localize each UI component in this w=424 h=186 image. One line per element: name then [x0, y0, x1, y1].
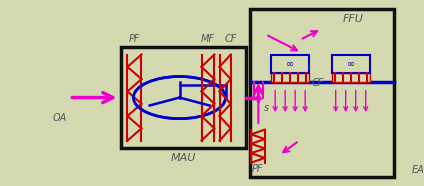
- Text: MAU: MAU: [171, 153, 196, 163]
- Bar: [271, 73, 309, 82]
- Text: OA: OA: [52, 113, 67, 123]
- Bar: [332, 54, 370, 73]
- Text: FFU: FFU: [343, 14, 364, 24]
- Text: MF: MF: [201, 34, 215, 44]
- Text: s: s: [264, 103, 270, 113]
- Bar: [121, 47, 245, 148]
- Bar: [332, 73, 370, 82]
- Bar: [271, 54, 309, 73]
- Text: CF: CF: [224, 34, 237, 44]
- Text: CF: CF: [311, 78, 324, 88]
- Text: PF: PF: [129, 34, 140, 44]
- Bar: [250, 9, 393, 177]
- Text: EA: EA: [412, 165, 424, 175]
- Text: ∞: ∞: [347, 59, 355, 69]
- Text: ∞: ∞: [286, 59, 294, 69]
- Text: PF: PF: [252, 164, 264, 174]
